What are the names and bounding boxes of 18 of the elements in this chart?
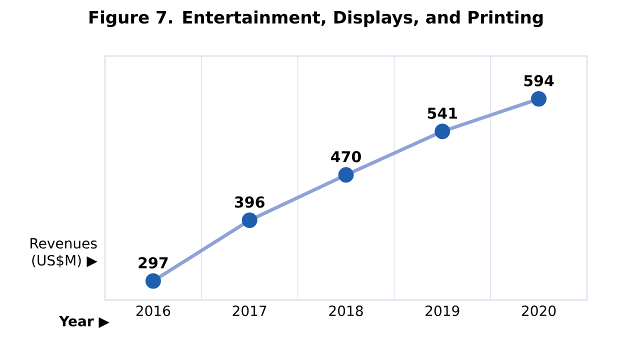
chart-title: Figure 7. Entertainment, Displays, and Printing (90, 10, 543, 28)
point (145, 273, 161, 289)
x-tick-label: 2019 (426, 306, 460, 316)
y-axis-title: Revenues (US$M) ▶ (30, 238, 98, 268)
point (531, 91, 547, 107)
data-label: 396 (234, 196, 264, 208)
x-tick-label: 2018 (329, 306, 363, 316)
data-label: 470 (331, 151, 361, 162)
data-label: 541 (428, 108, 458, 119)
point (242, 212, 258, 228)
x-axis-title: Year ▶ (58, 316, 110, 328)
data-label: 594 (524, 75, 554, 86)
point (434, 124, 450, 140)
point (338, 167, 354, 183)
x-tick-label: 2016 (136, 306, 170, 316)
data-label: 297 (138, 257, 168, 268)
x-tick-label: 2017 (232, 306, 266, 316)
x-tick-label: 2020 (522, 306, 556, 316)
